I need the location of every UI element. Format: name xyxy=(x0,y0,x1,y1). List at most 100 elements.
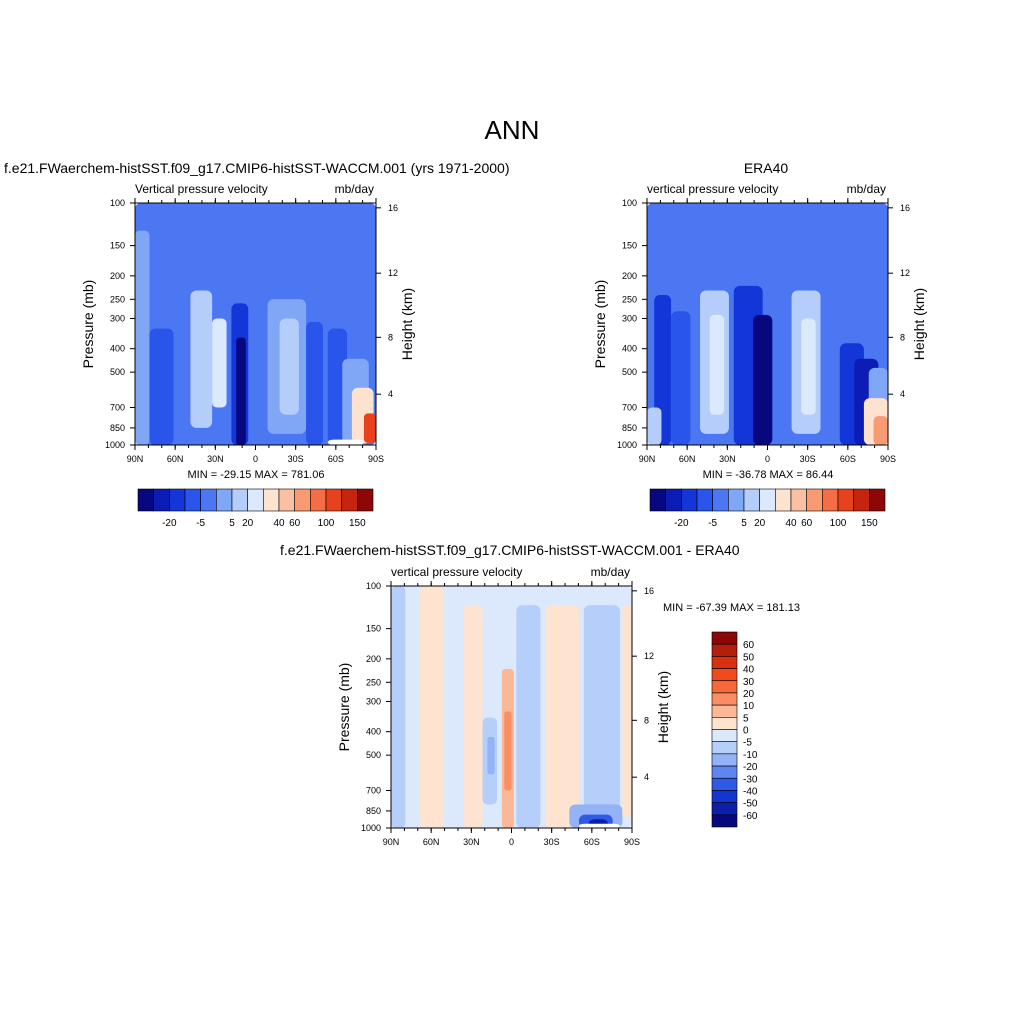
contour-band xyxy=(279,318,299,415)
contour-band xyxy=(622,605,632,817)
y-tick-label: 850 xyxy=(110,423,125,433)
panel1-colorbar: -20 -5 5 20 40 60 100 150 xyxy=(137,488,374,529)
contour-band xyxy=(212,318,227,408)
contour-band xyxy=(671,311,691,445)
contour-band xyxy=(516,605,541,828)
x-tick-label: 90S xyxy=(880,454,896,464)
colorbar-swatch xyxy=(665,488,682,512)
x-tick-label: 30S xyxy=(544,837,560,847)
colorbar-swatch xyxy=(357,488,374,512)
colorbar-swatch xyxy=(743,488,760,512)
panel2-colorbar: -20 -5 5 20 40 60 100 150 xyxy=(649,488,886,529)
colorbar-label: -50 xyxy=(743,799,758,810)
contour-band xyxy=(448,586,464,828)
colorbar-swatch xyxy=(806,488,823,512)
y-tick-label: 150 xyxy=(366,624,381,634)
panel1-subtitle: f.e21.FWaerchem-histSST.f09_g17.CMIP6-hi… xyxy=(4,160,510,176)
x-tick-label: 30S xyxy=(288,454,304,464)
panel3-stats: MIN = -67.39 MAX = 181.13 xyxy=(663,602,800,614)
colorbar-swatch xyxy=(325,488,342,512)
colorbar-swatch xyxy=(711,753,738,767)
colorbar-swatch xyxy=(153,488,170,512)
colorbar-label: -60 xyxy=(743,811,758,822)
panel-variable-label: vertical pressure velocity xyxy=(391,565,522,579)
contour-band xyxy=(419,586,445,828)
colorbar-swatch xyxy=(711,814,738,828)
x-tick-label: 30N xyxy=(207,454,224,464)
colorbar-swatch xyxy=(294,488,311,512)
x-tick-label: 60S xyxy=(584,837,600,847)
colorbar-swatch xyxy=(822,488,839,512)
colorbar-swatch xyxy=(200,488,217,512)
colorbar-label: 40 xyxy=(273,518,285,529)
panel-units-label: mb/day xyxy=(847,182,886,196)
x-tick-label: 60S xyxy=(328,454,344,464)
y-tick-label: 300 xyxy=(110,313,125,323)
y2-tick-label: 8 xyxy=(388,332,393,342)
colorbar-label: 5 xyxy=(229,518,235,529)
panel3-field xyxy=(391,586,632,828)
y2-tick-label: 12 xyxy=(644,651,654,661)
panel1-field xyxy=(135,203,376,445)
colorbar-label: 60 xyxy=(801,518,813,529)
contour-band xyxy=(487,736,495,775)
colorbar-label: 50 xyxy=(743,652,755,663)
y-axis-title: Pressure (mb) xyxy=(80,280,96,369)
y-tick-label: 500 xyxy=(110,367,125,377)
contour-band xyxy=(149,328,174,445)
y-tick-label: 300 xyxy=(366,696,381,706)
y-axis-title: Pressure (mb) xyxy=(336,663,352,752)
colorbar-swatch xyxy=(231,488,248,512)
x-tick-label: 90S xyxy=(624,837,640,847)
panel2-field xyxy=(647,203,888,445)
y2-tick-label: 16 xyxy=(644,586,654,596)
contour-band xyxy=(391,586,406,828)
y2-tick-label: 16 xyxy=(388,203,398,213)
contour-band xyxy=(190,290,213,428)
y-tick-label: 250 xyxy=(622,294,637,304)
colorbar-swatch xyxy=(711,656,738,669)
x-tick-label: 90S xyxy=(368,454,384,464)
contour-band xyxy=(327,439,364,445)
colorbar-swatch xyxy=(869,488,886,512)
colorbar-swatch xyxy=(169,488,186,512)
panel2-subtitle: ERA40 xyxy=(743,160,789,176)
panel1-axes: 90N 60N 30N 0 30S 60S 90S 100 150 200 250 300 400 500… xyxy=(80,182,415,464)
colorbar-label: -20 xyxy=(162,518,177,529)
contour-band xyxy=(654,295,672,445)
y2-tick-label: 16 xyxy=(900,203,910,213)
y-tick-label: 100 xyxy=(366,581,381,591)
panel-variable-label: vertical pressure velocity xyxy=(647,182,778,196)
colorbar-label: -40 xyxy=(743,786,758,797)
x-tick-label: 30N xyxy=(463,837,480,847)
contour-band xyxy=(173,275,189,445)
colorbar-swatch xyxy=(711,680,738,694)
colorbar-swatch xyxy=(711,717,738,730)
y-tick-label: 100 xyxy=(622,198,637,208)
colorbar-swatch xyxy=(711,765,738,779)
y-tick-label: 150 xyxy=(110,241,125,251)
colorbar-label: -20 xyxy=(743,762,758,773)
y-tick-label: 250 xyxy=(110,294,125,304)
x-tick-label: 0 xyxy=(509,837,514,847)
colorbar-swatch xyxy=(837,488,854,512)
colorbar-label: 20 xyxy=(242,518,254,529)
y-tick-label: 200 xyxy=(366,654,381,664)
colorbar-label: 60 xyxy=(743,640,755,651)
colorbar-swatch xyxy=(711,704,738,718)
y-tick-label: 400 xyxy=(622,344,637,354)
colorbar-swatch xyxy=(137,488,154,512)
colorbar-label: -30 xyxy=(743,774,758,785)
x-tick-label: 0 xyxy=(765,454,770,464)
colorbar-swatch xyxy=(711,631,738,645)
colorbar-swatch xyxy=(184,488,201,512)
panel-units-label: mb/day xyxy=(335,182,374,196)
colorbar-label: 30 xyxy=(743,677,755,688)
y-tick-label: 850 xyxy=(366,806,381,816)
colorbar-label: 40 xyxy=(785,518,797,529)
x-tick-label: 90N xyxy=(127,454,144,464)
colorbar-swatch xyxy=(711,643,738,657)
x-tick-label: 90N xyxy=(383,837,400,847)
colorbar-label: 20 xyxy=(743,689,755,700)
